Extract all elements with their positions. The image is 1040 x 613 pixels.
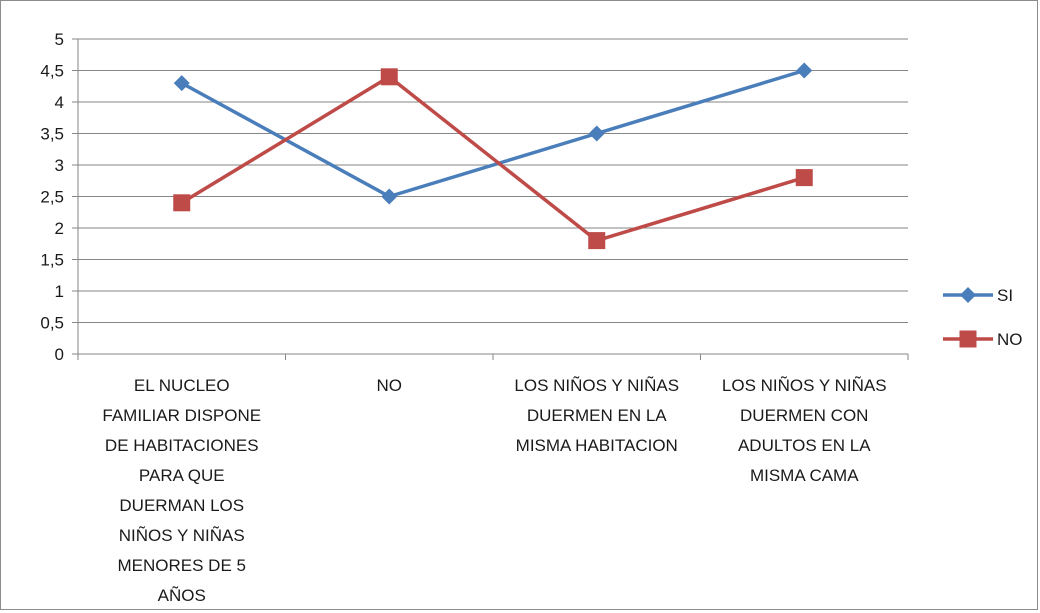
data-point-si — [588, 125, 605, 142]
x-category-label-line: ADULTOS EN LA — [738, 436, 871, 455]
legend-marker-si — [960, 287, 976, 303]
x-category-label-line: DUERMAN LOS — [119, 496, 244, 515]
y-tick-label: 3,5 — [40, 125, 64, 144]
gridlines — [78, 38, 908, 323]
data-point-no — [795, 169, 813, 187]
x-category-label-line: NIÑOS Y NIÑAS — [119, 526, 245, 545]
legend-marker-no — [959, 330, 977, 348]
x-category-label-line: DUERMEN CON — [740, 406, 868, 425]
y-tick-label: 4 — [55, 93, 64, 112]
axes — [72, 38, 909, 360]
y-tick-label: 1 — [55, 282, 64, 301]
x-category-label-line: PARA QUE — [139, 466, 225, 485]
legend-label-si: SI — [997, 286, 1013, 305]
data-point-si — [173, 75, 190, 92]
x-category-label: NO — [377, 376, 403, 395]
x-category-label-line: EL NUCLEO — [134, 376, 230, 395]
legend-label-no: NO — [997, 330, 1023, 349]
y-tick-label: 3 — [55, 156, 64, 175]
data-point-si — [381, 188, 398, 205]
x-category-label-line: MISMA CAMA — [750, 466, 859, 485]
x-category-label-line: DUERMEN EN LA — [527, 406, 667, 425]
y-tick-label: 5 — [55, 30, 64, 49]
data-point-no — [588, 232, 606, 250]
x-category-label-line: DE HABITACIONES — [105, 436, 259, 455]
x-category-label-line: FAMILIAR DISPONE — [102, 406, 261, 425]
x-category-label: LOS NIÑOS Y NIÑAS DUERMEN CON ADULTOS EN L… — [722, 376, 887, 485]
data-point-no — [173, 194, 191, 212]
x-category-label-line: LOS NIÑOS Y NIÑAS — [514, 376, 679, 395]
y-tick-label: 2 — [55, 219, 64, 238]
data-point-si — [796, 62, 813, 79]
x-category-label-line: AÑOS — [158, 586, 206, 605]
x-category-labels: EL NUCLEO FAMILIAR DISPONE DE HABITACIONES… — [102, 376, 886, 605]
y-tick-label: 0,5 — [40, 314, 64, 333]
y-tick-label: 4,5 — [40, 62, 64, 81]
x-category-label-line: NO — [377, 376, 403, 395]
y-tick-labels: 0 0,5 1 1,5 2 2,5 3 3,5 4 4,5 5 — [40, 30, 64, 364]
y-tick-label: 2,5 — [40, 188, 64, 207]
legend-item-no: NO — [943, 330, 1023, 349]
legend: SI NO — [943, 286, 1023, 349]
x-category-label-line: LOS NIÑOS Y NIÑAS — [722, 376, 887, 395]
x-category-label: LOS NIÑOS Y NIÑAS DUERMEN EN LA MISMA HABI… — [514, 376, 679, 455]
x-category-label-line: MENORES DE 5 — [118, 556, 246, 575]
series-lines — [173, 62, 813, 250]
x-category-label-line: MISMA HABITACION — [516, 436, 678, 455]
data-point-no — [380, 68, 398, 86]
y-tick-label: 1,5 — [40, 251, 64, 270]
y-tick-label: 0 — [55, 345, 64, 364]
legend-item-si: SI — [943, 286, 1013, 305]
x-category-label: EL NUCLEO FAMILIAR DISPONE DE HABITACIONES… — [102, 376, 261, 605]
series-line-no — [180, 75, 805, 243]
